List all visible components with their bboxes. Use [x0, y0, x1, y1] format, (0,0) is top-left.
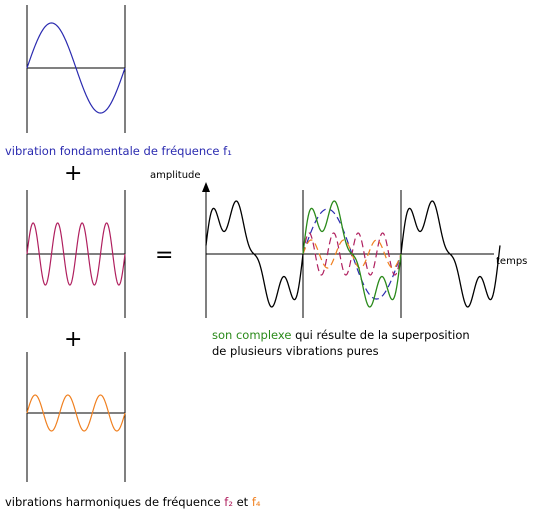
fundamental-caption-text: vibration fondamentale de fréquence	[5, 144, 223, 158]
overlay-complex-wave	[302, 200, 402, 308]
plus-sign-1: +	[64, 161, 82, 186]
y-axis-arrow	[202, 182, 210, 192]
harmonics-caption-text: vibrations harmoniques de fréquence	[5, 495, 224, 509]
complex-caption-highlight: son complexe	[212, 328, 291, 342]
complex-caption-rest: qui résulte de la superposition	[291, 328, 469, 342]
y-axis-label: amplitude	[150, 170, 201, 181]
equals-sign: =	[155, 243, 173, 268]
complex-caption-line2: de plusieurs vibrations pures	[212, 344, 379, 358]
fundamental-caption: vibration fondamentale de fréquence f₁	[5, 144, 232, 158]
complex-wave	[205, 200, 501, 308]
harmonic-f2-wave	[26, 222, 126, 286]
fundamental-panel	[26, 5, 126, 133]
harmonics-and: et	[233, 495, 252, 509]
plus-sign-2: +	[64, 327, 82, 352]
harmonic-f4-panel	[26, 352, 126, 482]
complex-caption-line1: son complexe qui résulte de la superposi…	[212, 328, 470, 342]
fundamental-frequency: f₁	[223, 144, 232, 158]
x-axis-label: temps	[496, 256, 527, 267]
harmonics-frequency-f4: f₄	[252, 495, 261, 509]
harmonics-caption: vibrations harmoniques de fréquence f₂ e…	[5, 495, 261, 509]
harmonic-f4-wave	[26, 394, 126, 432]
fundamental-wave	[26, 22, 126, 114]
harmonic-f2-panel	[26, 190, 126, 318]
complex-sound-panel: amplitude temps	[150, 170, 527, 318]
harmonics-frequency-f2: f₂	[224, 495, 233, 509]
